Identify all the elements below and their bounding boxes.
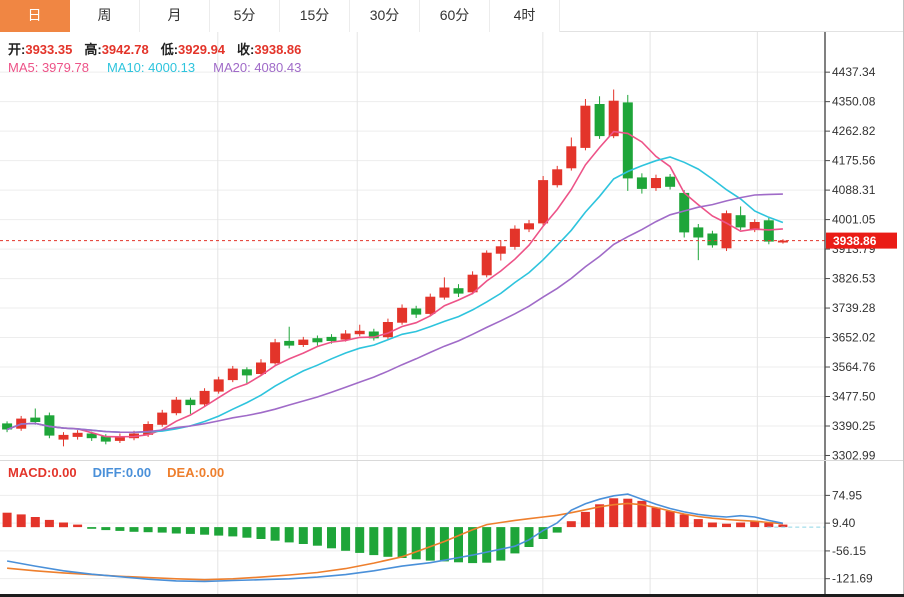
svg-text:4088.31: 4088.31 [832, 183, 876, 197]
ohlc-label: 高: [84, 42, 102, 57]
svg-text:74.95: 74.95 [832, 488, 862, 502]
svg-text:3302.99: 3302.99 [832, 449, 876, 461]
main-y-axis: 4437.34 4350.08 4262.82 4175.56 4088.31 4001.… [824, 32, 876, 461]
ma-legend-item: MA5: 3979.78 [8, 60, 89, 75]
ohlc-pair: 收:3938.86 [237, 42, 301, 57]
ohlc-label: 收: [237, 42, 255, 57]
ohlc-value: 3942.78 [101, 42, 149, 57]
svg-text:4350.08: 4350.08 [832, 95, 876, 109]
ma-legend-item: MA20: 4080.43 [213, 60, 302, 75]
ma20-line [6, 193, 783, 434]
ma-legend-item: MA10: 4000.13 [106, 60, 196, 75]
svg-text:3652.02: 3652.02 [832, 331, 876, 345]
svg-text:3564.76: 3564.76 [832, 360, 876, 374]
grid-layer [0, 32, 825, 460]
ohlc-pair: 低:3929.94 [161, 42, 225, 57]
macd-histogram [2, 498, 788, 564]
svg-text:9.40: 9.40 [832, 516, 856, 530]
ohlc-value: 3933.35 [25, 42, 73, 57]
svg-text:3826.53: 3826.53 [832, 272, 876, 286]
tab-7[interactable]: 60分 [420, 0, 490, 32]
tab-5[interactable]: 15分 [280, 0, 350, 32]
tab-3[interactable]: 月 [140, 0, 210, 32]
ma5-line [6, 130, 783, 438]
price-badge: 3938.86 [826, 232, 897, 249]
macd-indicator-chart[interactable]: 74.95 9.40 -56.15 -121.69 [0, 461, 904, 595]
macd-info-row: MACD:0.00 DIFF:0.00 DEA:0.00 [8, 465, 240, 480]
ma10-line [6, 156, 784, 434]
tab-1[interactable]: 日 [0, 0, 70, 32]
svg-text:-121.69: -121.69 [832, 572, 873, 586]
macd-legend-item: DIFF:0.00 [92, 465, 152, 480]
svg-text:3739.28: 3739.28 [832, 301, 876, 315]
tab-6[interactable]: 30分 [350, 0, 420, 32]
ohlc-label: 开: [8, 42, 26, 57]
svg-text:4262.82: 4262.82 [832, 124, 876, 138]
macd-legend-item: MACD:0.00 [8, 465, 77, 480]
svg-text:3938.86: 3938.86 [833, 234, 877, 248]
svg-text:4437.34: 4437.34 [832, 65, 876, 79]
ohlc-value: 3938.86 [254, 42, 302, 57]
tab-4[interactable]: 5分 [210, 0, 280, 32]
tab-bar: 日周月 5分 15分 30分 60分 4时 [0, 0, 904, 32]
tab-2[interactable]: 周 [70, 0, 140, 32]
diff-line [6, 493, 784, 583]
main-price-chart[interactable]: 4437.34 4350.08 4262.82 4175.56 4088.31 4001.… [0, 32, 904, 460]
tab-8[interactable]: 4时 [490, 0, 560, 32]
ohlc-value: 3929.94 [178, 42, 226, 57]
panel-divider [0, 460, 904, 461]
ma-info-row: MA5: 3979.78 MA10: 4000.13 MA20: 4080.43 [8, 60, 319, 75]
bottom-border [0, 594, 904, 597]
ohlc-info-row: 开:3933.35 高:3942.78 低:3929.94 收:3938.86 [8, 39, 313, 58]
svg-text:3390.25: 3390.25 [832, 419, 876, 433]
svg-text:-56.15: -56.15 [832, 544, 866, 558]
ohlc-pair: 开:3933.35 [8, 42, 72, 57]
macd-y-axis: 74.95 9.40 -56.15 -121.69 [824, 461, 873, 595]
svg-text:4175.56: 4175.56 [832, 154, 876, 168]
dea-line [7, 502, 783, 581]
macd-legend-item: DEA:0.00 [167, 465, 225, 480]
ohlc-label: 低: [160, 42, 179, 57]
candles-layer [2, 89, 788, 447]
ohlc-pair: 高:3942.78 [84, 42, 148, 57]
svg-text:4001.05: 4001.05 [832, 213, 876, 227]
svg-text:3477.50: 3477.50 [832, 390, 876, 404]
